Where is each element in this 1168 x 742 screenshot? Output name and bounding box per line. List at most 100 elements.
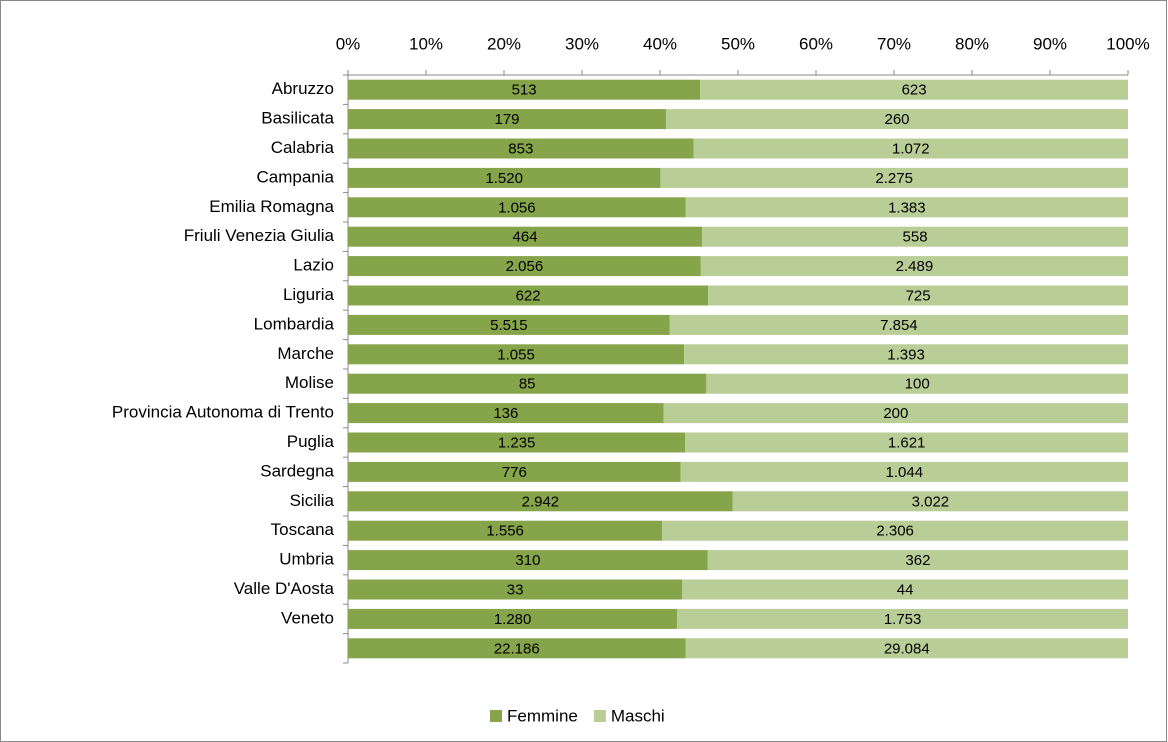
bar-segment (663, 403, 1128, 424)
x-tick-label: 30% (565, 34, 599, 53)
value-label: 1.753 (884, 611, 922, 628)
y-tick-label: Abruzzo (272, 79, 334, 98)
y-tick-label: Lazio (293, 256, 334, 275)
bar-segment (662, 520, 1128, 541)
bar-segment (693, 138, 1128, 159)
y-tick-label: Provincia Autonoma di Trento (112, 403, 334, 422)
y-tick-label: Molise (285, 373, 334, 392)
value-label: 2.489 (896, 258, 934, 275)
bar-segment (702, 226, 1128, 247)
y-tick-label: Marche (277, 344, 334, 363)
bar-segment (348, 167, 661, 188)
bar-segment (685, 432, 1128, 453)
value-label: 85 (519, 376, 536, 393)
x-tick-label: 60% (799, 34, 833, 53)
y-tick-label: Toscana (271, 520, 335, 539)
bar-segment (348, 461, 681, 482)
bar-segment (680, 461, 1128, 482)
value-label: 33 (507, 581, 524, 598)
value-label: 464 (513, 229, 538, 246)
y-tick-label: Valle D'Aosta (234, 579, 335, 598)
y-tick-label: Umbria (279, 550, 334, 569)
y-tick-label: Campania (257, 167, 335, 186)
value-label: 7.854 (880, 317, 918, 334)
x-tick-label: 70% (877, 34, 911, 53)
x-tick-label: 20% (487, 34, 521, 53)
bar-segment (669, 314, 1128, 335)
bar-segment (700, 79, 1128, 100)
x-tick-label: 100% (1106, 34, 1149, 53)
value-label: 2.056 (506, 258, 544, 275)
bar-segment (685, 638, 1128, 659)
bar-segment (348, 373, 707, 394)
value-label: 362 (905, 552, 930, 569)
x-tick-label: 90% (1033, 34, 1067, 53)
y-tick-label: Sicilia (290, 491, 335, 510)
value-label: 260 (885, 111, 910, 128)
x-tick-label: 0% (336, 34, 361, 53)
bar-segment (348, 344, 685, 365)
bar-segment (685, 197, 1128, 218)
value-label: 776 (502, 464, 527, 481)
value-label: 2.942 (522, 493, 560, 510)
bar-segment (348, 579, 683, 600)
value-label: 1.393 (887, 346, 925, 363)
value-label: 29.084 (884, 640, 930, 657)
bar-segment (348, 256, 701, 277)
bar-segment (348, 638, 686, 659)
y-tick-label: Emilia Romagna (209, 197, 334, 216)
value-label: 3.022 (912, 493, 950, 510)
value-label: 1.520 (485, 170, 523, 187)
value-label: 1.280 (494, 611, 532, 628)
legend-label: Maschi (611, 706, 665, 725)
value-label: 22.186 (494, 640, 540, 657)
x-tick-label: 10% (409, 34, 443, 53)
bar-segment (348, 520, 663, 541)
value-label: 513 (512, 82, 537, 99)
value-label: 1.044 (886, 464, 924, 481)
y-tick-label: Basilicata (261, 109, 334, 128)
bar-segment (684, 344, 1128, 365)
value-label: 136 (493, 405, 518, 422)
bar-segment (348, 314, 670, 335)
y-tick-label: Veneto (281, 608, 334, 627)
bar-segment (348, 79, 701, 100)
y-tick-label: Friuli Venezia Giulia (184, 226, 335, 245)
value-label: 5.515 (490, 317, 528, 334)
value-label: 2.306 (876, 523, 914, 540)
value-label: 1.056 (498, 199, 536, 216)
legend-label: Femmine (507, 706, 578, 725)
y-tick-label: Lombardia (254, 314, 335, 333)
y-tick-label: Calabria (271, 138, 335, 157)
bar-segment (706, 373, 1128, 394)
value-label: 558 (903, 229, 928, 246)
bar-segment (660, 167, 1128, 188)
bar-segment (677, 608, 1128, 629)
y-tick-label: Puglia (287, 432, 335, 451)
value-label: 853 (508, 140, 533, 157)
x-tick-label: 40% (643, 34, 677, 53)
bar-segment (700, 256, 1128, 277)
value-label: 44 (897, 581, 914, 598)
value-label: 1.556 (486, 523, 524, 540)
legend-swatch (593, 710, 606, 722)
bar-segment (707, 550, 1128, 571)
bar-segment (348, 109, 667, 130)
bar-segment (348, 491, 733, 512)
value-label: 200 (883, 405, 908, 422)
x-tick-label: 80% (955, 34, 989, 53)
value-label: 1.235 (498, 434, 536, 451)
bar-segment (348, 550, 708, 571)
bar-segment (732, 491, 1128, 512)
bar-segment (348, 608, 678, 629)
bar-segment (708, 285, 1128, 306)
bar-segment (348, 403, 664, 424)
value-label: 725 (906, 287, 931, 304)
value-label: 1.055 (497, 346, 535, 363)
legend-swatch (490, 710, 502, 722)
x-tick-label: 50% (721, 34, 755, 53)
value-label: 1.621 (888, 434, 926, 451)
bar-segment (666, 109, 1128, 130)
value-label: 1.383 (888, 199, 926, 216)
